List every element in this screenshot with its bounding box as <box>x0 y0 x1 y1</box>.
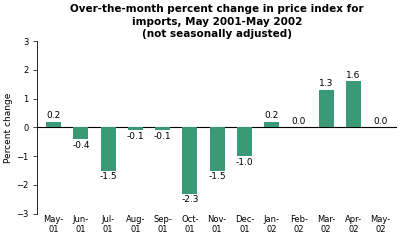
Text: -1.5: -1.5 <box>208 172 226 181</box>
Text: 0.2: 0.2 <box>47 111 61 120</box>
Title: Over-the-month percent change in price index for
imports, May 2001-May 2002
(not: Over-the-month percent change in price i… <box>70 4 364 39</box>
Bar <box>155 127 170 130</box>
Bar <box>101 127 115 171</box>
Bar <box>182 127 197 193</box>
Text: 1.6: 1.6 <box>346 71 360 80</box>
Text: -0.1: -0.1 <box>127 132 144 141</box>
Bar <box>237 127 252 156</box>
Text: 0.0: 0.0 <box>292 117 306 126</box>
Text: -1.0: -1.0 <box>235 158 253 167</box>
Text: 1.3: 1.3 <box>319 79 333 88</box>
Text: -0.1: -0.1 <box>154 132 172 141</box>
Text: 0.2: 0.2 <box>264 111 279 120</box>
Text: -0.4: -0.4 <box>72 141 90 150</box>
Bar <box>128 127 143 130</box>
Y-axis label: Percent change: Percent change <box>4 92 13 163</box>
Bar <box>264 122 279 127</box>
Bar <box>73 127 88 139</box>
Bar <box>318 90 334 127</box>
Text: -2.3: -2.3 <box>181 195 198 204</box>
Bar <box>210 127 225 171</box>
Text: -1.5: -1.5 <box>99 172 117 181</box>
Bar <box>346 81 361 127</box>
Text: 0.0: 0.0 <box>373 117 388 126</box>
Bar <box>46 122 61 127</box>
